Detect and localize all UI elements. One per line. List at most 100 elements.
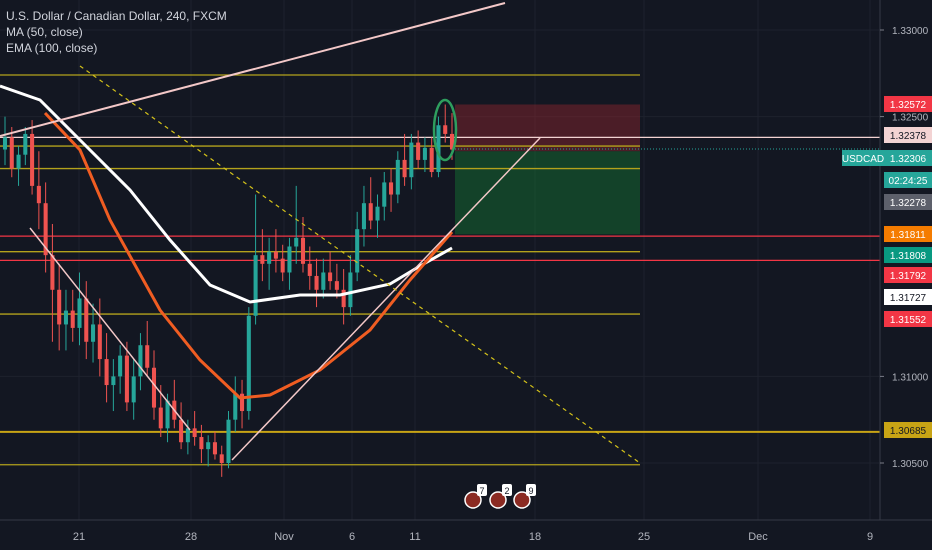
ma-50-line — [0, 84, 453, 304]
candle-body — [355, 229, 360, 273]
price-label-131808: 1.31808 — [884, 247, 932, 263]
candle-body — [199, 437, 204, 450]
price-label-bg — [884, 172, 932, 188]
event-count-badge — [477, 484, 487, 496]
y-tick-label: 1.30500 — [892, 459, 929, 470]
price-label-text: 1.31808 — [890, 251, 927, 262]
price-label-130685: 1.30685 — [884, 422, 932, 438]
price-label-text: 1.32278 — [890, 198, 927, 209]
candle-body — [260, 255, 265, 264]
candle-body — [124, 355, 129, 403]
candle-body — [63, 310, 68, 325]
price-label-text: 1.32572 — [890, 100, 927, 111]
symbol-tag-bg — [842, 150, 884, 166]
candle-body — [395, 159, 400, 195]
price-label-132572: 1.32572 — [884, 96, 932, 112]
candle-body — [219, 454, 224, 463]
upper-channel-trendline — [0, 2, 506, 137]
price-label-bg — [884, 422, 932, 438]
candle-body — [307, 263, 312, 276]
candle-body — [151, 367, 157, 408]
candle-body — [158, 407, 163, 429]
x-tick-label: 11 — [409, 531, 420, 543]
x-tick-label: Nov — [274, 531, 294, 543]
candle-body — [84, 298, 89, 342]
candle-body — [368, 203, 373, 221]
candle-body — [409, 142, 414, 178]
candle-body — [118, 355, 123, 377]
candle-body — [185, 428, 190, 443]
x-tick-label: 28 — [185, 531, 197, 543]
ema-legend: EMA (100, close) — [6, 41, 98, 55]
highlight-ellipse — [432, 98, 458, 162]
event-count-badge — [502, 484, 512, 496]
take-profit-zone — [455, 151, 640, 235]
candle-body — [50, 255, 55, 290]
candle-body — [23, 133, 28, 155]
x-tick-label: 18 — [529, 531, 541, 543]
price-label-bg — [884, 267, 932, 283]
candle-body — [375, 206, 380, 221]
price-label-132306: 1.32306 USDCAD — [842, 150, 932, 166]
candle-body — [104, 359, 109, 386]
ema-100-line — [43, 111, 454, 400]
price-label-bg — [884, 289, 932, 305]
price-label-131727: 1.31727 — [884, 289, 932, 305]
candle-body — [443, 125, 448, 134]
candle-body — [179, 419, 184, 443]
price-label-bg — [884, 194, 932, 210]
candle-body — [422, 147, 427, 160]
candle-body — [449, 133, 455, 150]
candle-body — [165, 400, 170, 429]
candle-body — [334, 281, 339, 290]
y-tick-label: 1.33000 — [892, 26, 929, 37]
candle-body — [341, 289, 346, 308]
symbol-tag-text: USDCAD — [842, 154, 884, 165]
candle-body — [273, 251, 278, 259]
price-label-text: 1.31552 — [890, 315, 927, 326]
candle-body — [97, 324, 102, 360]
candles-group — [2, 104, 455, 477]
candle-body — [57, 289, 62, 325]
chart-legend: U.S. Dollar / Canadian Dollar, 240, FXCM… — [6, 8, 227, 56]
event-count-label: 7 — [479, 486, 484, 496]
candle-body — [321, 272, 326, 290]
candle-body — [77, 298, 82, 328]
candle-body — [30, 133, 35, 186]
candle-body — [192, 428, 197, 438]
candle-body — [267, 251, 272, 264]
candle-body — [280, 258, 285, 273]
event-count-badge — [526, 484, 536, 496]
price-label-bg — [884, 150, 932, 166]
candle-body — [361, 203, 366, 230]
candle-body — [131, 376, 136, 403]
price-label-bg — [884, 127, 932, 143]
price-label-132278: 1.32278 — [884, 194, 932, 210]
price-label-text: 02:24:25 — [889, 176, 928, 187]
candle-body — [70, 310, 75, 328]
x-tick-label: 9 — [867, 531, 873, 543]
candle-body — [348, 272, 353, 308]
candle-body — [16, 154, 21, 169]
price-label-text: 1.31727 — [890, 293, 927, 304]
candle-body — [240, 393, 245, 412]
candle-body — [416, 142, 421, 160]
candle-body — [294, 237, 299, 247]
symbol-title: U.S. Dollar / Canadian Dollar, 240, FXCM — [6, 9, 227, 23]
candle-body — [382, 182, 387, 207]
candle-body — [253, 255, 258, 316]
candle-body — [226, 419, 231, 463]
dashed-trendline — [79, 65, 641, 464]
candle-body — [91, 324, 96, 342]
x-tick-label: 25 — [638, 531, 650, 543]
event-flag-icon — [513, 491, 531, 509]
price-label-131811: 1.31811 — [884, 226, 932, 242]
candle-body — [389, 182, 394, 195]
price-label-131792: 1.31792 — [884, 267, 932, 283]
time-axis-background — [0, 520, 932, 550]
event-flag-icon — [464, 491, 482, 509]
falling-trendline — [29, 227, 191, 431]
candle-body — [43, 203, 48, 256]
candle-body — [246, 315, 251, 412]
